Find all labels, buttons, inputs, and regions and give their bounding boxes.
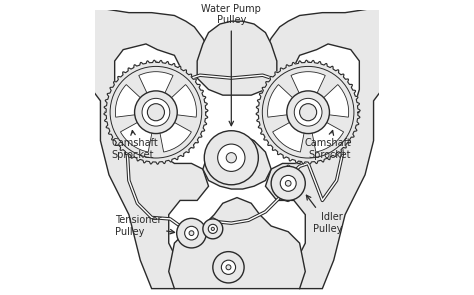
- Wedge shape: [159, 120, 191, 152]
- Text: Water Pump
Pulley: Water Pump Pulley: [201, 4, 261, 126]
- Wedge shape: [168, 85, 196, 117]
- Circle shape: [226, 265, 231, 270]
- Polygon shape: [256, 60, 360, 164]
- Circle shape: [294, 98, 322, 126]
- Circle shape: [189, 231, 194, 235]
- Wedge shape: [291, 72, 325, 97]
- Circle shape: [221, 260, 236, 274]
- Circle shape: [177, 218, 206, 248]
- Text: Idler
Pulley: Idler Pulley: [306, 195, 342, 234]
- Circle shape: [287, 91, 329, 134]
- Circle shape: [142, 98, 170, 126]
- Circle shape: [106, 63, 206, 162]
- Wedge shape: [120, 120, 153, 152]
- Circle shape: [203, 219, 223, 239]
- Circle shape: [300, 104, 317, 121]
- Wedge shape: [268, 85, 296, 117]
- Text: Camshaft
Sprocket: Camshaft Sprocket: [112, 131, 159, 160]
- Wedge shape: [320, 85, 349, 117]
- Polygon shape: [265, 7, 382, 289]
- Polygon shape: [197, 21, 277, 95]
- Circle shape: [280, 176, 296, 191]
- Circle shape: [185, 226, 198, 240]
- Text: Camshaft
Sprocket: Camshaft Sprocket: [304, 130, 351, 160]
- Circle shape: [211, 227, 214, 230]
- Circle shape: [218, 144, 245, 171]
- Polygon shape: [169, 198, 305, 289]
- Circle shape: [204, 131, 258, 185]
- Circle shape: [213, 252, 244, 283]
- Circle shape: [208, 224, 218, 233]
- Polygon shape: [92, 7, 209, 289]
- Wedge shape: [115, 85, 144, 117]
- Circle shape: [258, 63, 358, 162]
- Wedge shape: [311, 120, 344, 152]
- Circle shape: [135, 91, 177, 134]
- Circle shape: [271, 166, 305, 200]
- Polygon shape: [203, 135, 271, 189]
- Wedge shape: [139, 72, 173, 97]
- Text: Tensioner
Pulley: Tensioner Pulley: [115, 215, 174, 237]
- Polygon shape: [104, 60, 208, 164]
- Circle shape: [147, 104, 164, 121]
- Circle shape: [285, 181, 291, 186]
- Circle shape: [226, 153, 237, 163]
- Wedge shape: [273, 120, 305, 152]
